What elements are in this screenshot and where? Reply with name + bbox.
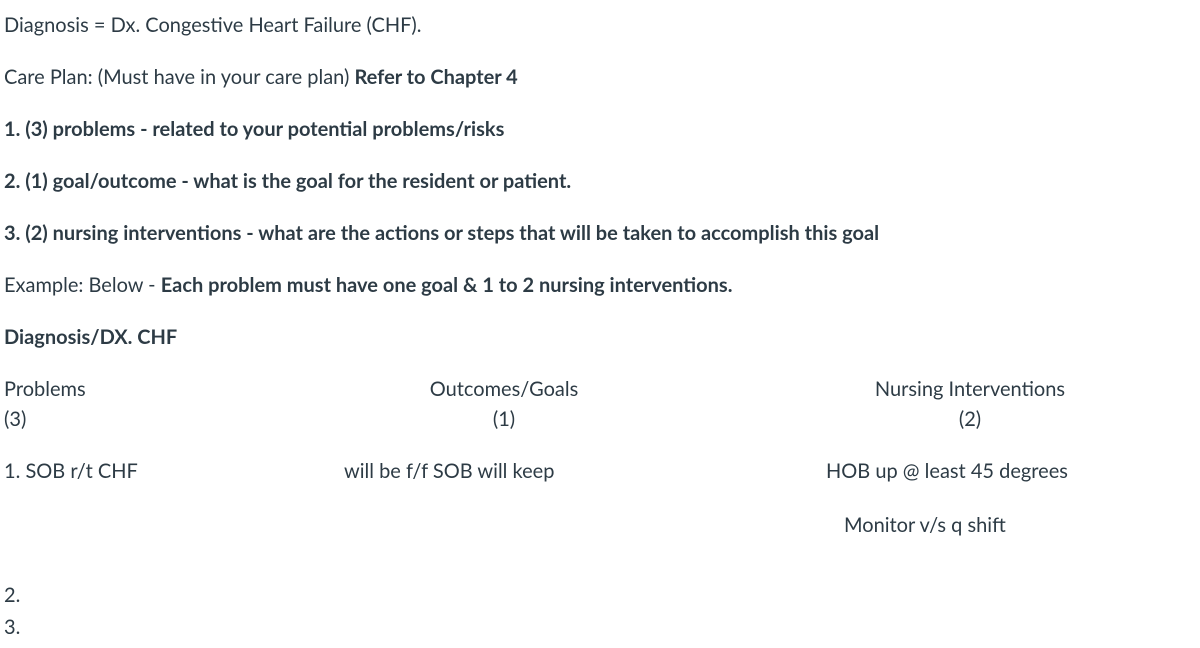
interventions-header: Nursing Interventions [875,374,1065,404]
diagnosis-line: Diagnosis = Dx. Congestive Heart Failure… [4,10,1196,40]
outcomes-column: Outcomes/Goals (1) will be f/f SOB will … [264,374,744,644]
example-instruction: Each problem must have one goal & 1 to 2… [161,273,733,297]
requirement-2: 2. (1) goal/outcome - what is the goal f… [4,166,1196,196]
diagnosis-text: Diagnosis = Dx. Congestive Heart Failure… [4,13,421,37]
intervention-1b: Monitor v/s q shift [744,510,1006,540]
problems-column: Problems (3) 1. SOB r/t CHF 2. 3. [4,374,264,644]
problems-count: (3) [4,404,264,434]
outcomes-count: (1) [493,404,515,434]
interventions-column: Nursing Interventions (2) HOB up @ least… [744,374,1196,644]
problem-2: 2. [4,580,264,610]
problem-3: 3. [4,612,264,642]
problem-1: 1. SOB r/t CHF [4,456,264,486]
requirement-1: 1. (3) problems - related to your potent… [4,114,1196,144]
outcome-1: will be f/f SOB will keep [264,456,554,486]
care-plan-line: Care Plan: (Must have in your care plan)… [4,62,1196,92]
outcomes-header: Outcomes/Goals [430,374,579,404]
intervention-1a: HOB up @ least 45 degrees [744,456,1068,486]
care-plan-prefix: Care Plan: (Must have in your care plan) [4,65,354,89]
requirement-3: 3. (2) nursing interventions - what are … [4,218,1196,248]
care-plan-table: Problems (3) 1. SOB r/t CHF 2. 3. Outcom… [4,374,1196,644]
example-prefix: Example: Below - [4,273,161,297]
problems-header: Problems [4,374,264,404]
example-line: Example: Below - Each problem must have … [4,270,1196,300]
spacer [4,510,264,580]
care-plan-reference: Refer to Chapter 4 [354,65,517,89]
interventions-count: (2) [959,404,981,434]
diagnosis-heading: Diagnosis/DX. CHF [4,322,1196,352]
